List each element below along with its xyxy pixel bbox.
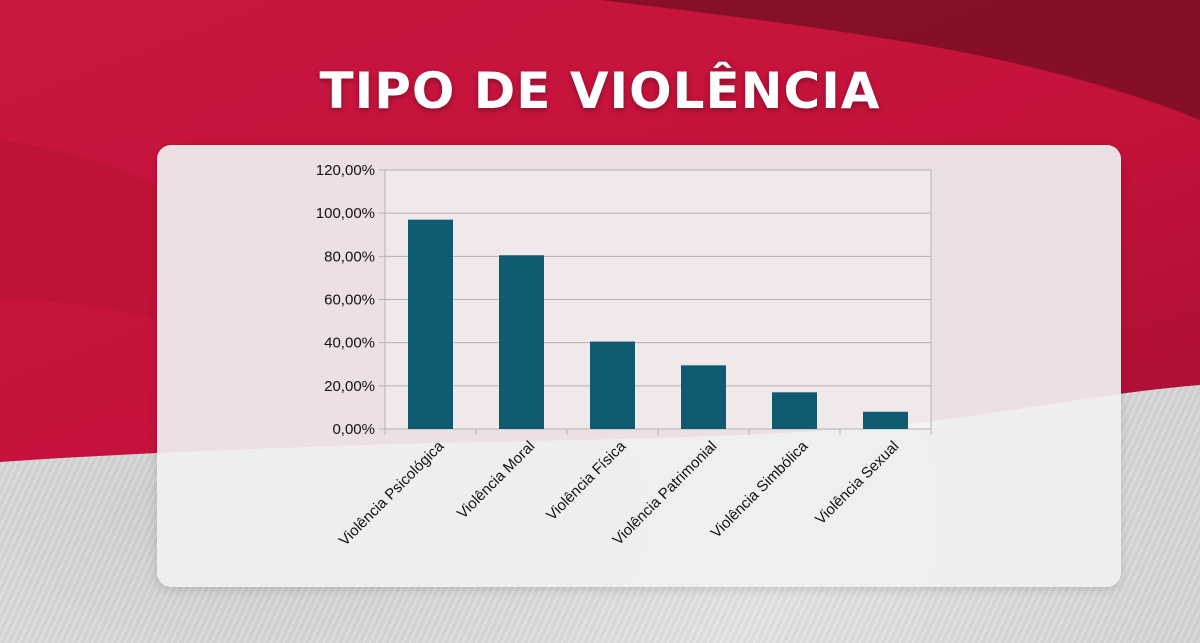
x-category-label: Violência Sexual — [812, 438, 902, 528]
y-tick-label: 60,00% — [324, 292, 375, 309]
bar — [590, 341, 635, 429]
x-category-label: Violência Psicológica — [336, 437, 448, 549]
y-tick-label: 100,00% — [316, 205, 375, 222]
bar-chart: 0,00% 20,00% 40,00% 60,00% 80,00% 100,00% 120,… — [316, 162, 932, 549]
x-category-label: Violência Simbólica — [708, 437, 812, 541]
chart-card: 0,00% 20,00% 40,00% 60,00% 80,00% 100,00% 120,… — [157, 145, 1121, 587]
y-tick-label: 0,00% — [332, 421, 375, 438]
y-tick-label: 120,00% — [316, 162, 375, 179]
page-title: TIPO DE VIOLÊNCIA — [319, 62, 881, 120]
bar — [499, 255, 544, 429]
y-tick-label: 80,00% — [324, 248, 375, 265]
x-category-label: Violência Física — [543, 437, 630, 524]
bar — [408, 219, 453, 429]
bar — [863, 411, 908, 429]
y-tick-label: 20,00% — [324, 378, 375, 395]
bar — [772, 392, 817, 429]
x-category-label: Violência Patrimonial — [609, 438, 720, 549]
bar — [681, 365, 726, 429]
x-category-label: Violência Moral — [454, 438, 538, 522]
y-tick-label: 40,00% — [324, 335, 375, 352]
